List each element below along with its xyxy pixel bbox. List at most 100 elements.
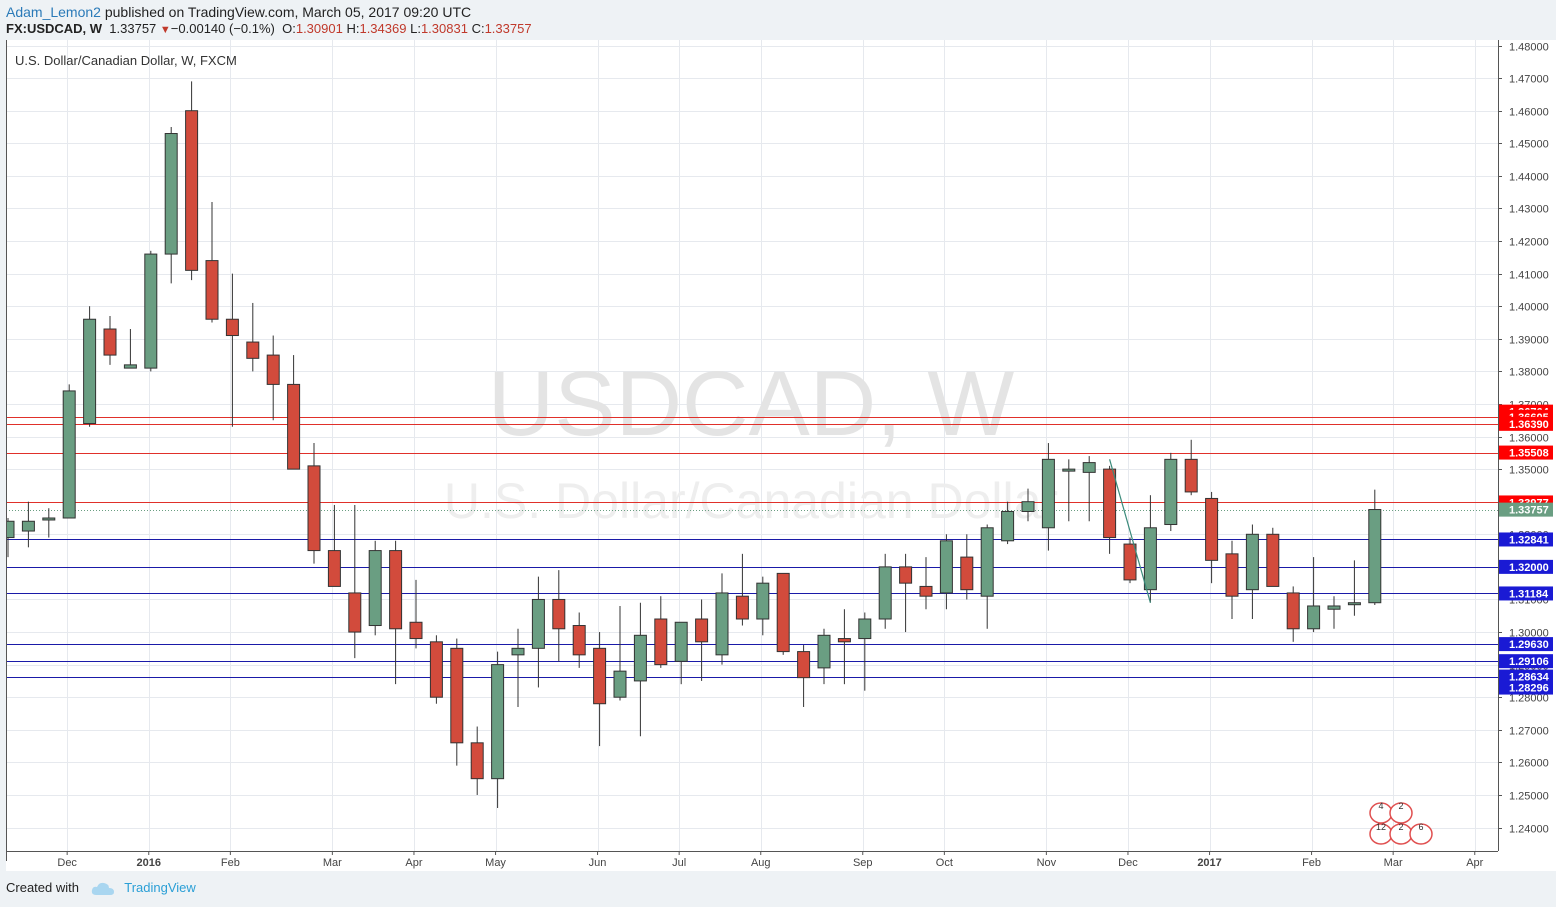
tradingview-cloud-icon bbox=[91, 882, 115, 896]
close-label: C: bbox=[471, 21, 485, 36]
candle-body bbox=[899, 566, 913, 584]
candlestick-chart[interactable]: USDCAD, W U.S. Dollar/Canadian Dollar 1.48… bbox=[6, 40, 1556, 871]
level-label: 1.33757 bbox=[1509, 505, 1549, 517]
price-tick-label: 1.26000 bbox=[1509, 758, 1549, 770]
candle-body bbox=[531, 598, 545, 649]
candle-body bbox=[389, 550, 403, 630]
candle-body bbox=[246, 341, 260, 359]
candle-up bbox=[1347, 560, 1361, 616]
level-label-bg bbox=[1499, 637, 1553, 652]
candle-body bbox=[756, 582, 770, 620]
time-tick-label: Jun bbox=[589, 857, 607, 869]
price-tick-label: 1.27000 bbox=[1509, 726, 1549, 738]
candle-body bbox=[1123, 543, 1137, 581]
quote-line: FX:USDCAD, W 1.33757 ▼−0.00140 (−0.1%) O… bbox=[6, 21, 532, 36]
chart-area[interactable]: USDCAD, W U.S. Dollar/Canadian Dollar 1.48… bbox=[6, 40, 1556, 871]
chart-header: Adam_Lemon2 published on TradingView.com… bbox=[0, 0, 1556, 40]
candle-body bbox=[409, 621, 423, 640]
time-tick-label: Apr bbox=[405, 857, 422, 869]
candle-down bbox=[572, 612, 586, 668]
price-tick-label: 1.45000 bbox=[1509, 139, 1549, 151]
price-tick-label: 1.44000 bbox=[1509, 172, 1549, 184]
candle-up bbox=[1082, 456, 1096, 522]
candle-body bbox=[1103, 468, 1117, 539]
candle-up bbox=[1143, 495, 1157, 603]
event-marker-count: 2 bbox=[1398, 801, 1403, 811]
time-tick-label: Mar bbox=[1384, 857, 1403, 869]
candle-down bbox=[348, 504, 362, 659]
candle-up bbox=[633, 602, 647, 737]
candle-body bbox=[144, 253, 158, 369]
candle-body bbox=[593, 647, 607, 705]
price-tick-label: 1.48000 bbox=[1509, 42, 1549, 54]
candle-up bbox=[164, 126, 178, 284]
level-label-bg bbox=[1499, 586, 1553, 601]
candle-down bbox=[327, 504, 341, 587]
candle-body bbox=[1327, 605, 1341, 610]
candle-up bbox=[531, 576, 545, 688]
candle-body bbox=[368, 550, 382, 627]
price-tick-label: 1.38000 bbox=[1509, 367, 1549, 379]
low-label: L: bbox=[410, 21, 421, 36]
candle-up bbox=[83, 306, 97, 427]
level-label-bg bbox=[1499, 502, 1553, 517]
time-tick-label: 2017 bbox=[1197, 857, 1221, 869]
candle-down bbox=[450, 638, 464, 766]
down-arrow-icon: ▼ bbox=[159, 24, 171, 36]
candle-body bbox=[878, 566, 892, 620]
watermark-name: U.S. Dollar/Canadian Dollar bbox=[444, 473, 1058, 529]
candle-down bbox=[246, 302, 260, 372]
open-label: O: bbox=[282, 21, 296, 36]
time-tick-label: Feb bbox=[1302, 857, 1321, 869]
candle-down bbox=[695, 599, 709, 681]
candle-body bbox=[837, 638, 851, 643]
candle-body bbox=[572, 625, 586, 656]
candle-body bbox=[287, 383, 301, 470]
candle-body bbox=[511, 647, 525, 656]
candle-body bbox=[21, 520, 35, 532]
candle-body bbox=[552, 598, 566, 630]
candle-up bbox=[511, 628, 525, 707]
candle-down bbox=[287, 355, 301, 470]
time-tick-label: Dec bbox=[57, 857, 77, 869]
candle-body bbox=[470, 742, 484, 780]
time-tick-label: Mar bbox=[323, 857, 342, 869]
candle-body bbox=[776, 572, 790, 653]
candle-body bbox=[225, 318, 239, 337]
close-value: 1.33757 bbox=[484, 21, 532, 36]
time-tick-label: 2016 bbox=[137, 857, 161, 869]
candle-down bbox=[225, 273, 239, 427]
chart-title: U.S. Dollar/Canadian Dollar, W, FXCM bbox=[15, 53, 237, 68]
candle-body bbox=[939, 540, 953, 594]
price-tick-label: 1.36000 bbox=[1509, 433, 1549, 445]
candle-up bbox=[878, 553, 892, 629]
candle-down bbox=[185, 81, 199, 281]
candle-up bbox=[674, 621, 688, 685]
time-tick-label: Feb bbox=[221, 857, 240, 869]
candle-body bbox=[1062, 468, 1076, 472]
candle-up bbox=[1021, 488, 1035, 522]
candle-body bbox=[1184, 458, 1198, 493]
level-label-bg bbox=[1499, 416, 1553, 431]
tradingview-brand[interactable]: TradingView bbox=[124, 880, 196, 895]
candle-body bbox=[491, 664, 505, 780]
level-label-bg bbox=[1499, 680, 1553, 695]
candle-down bbox=[205, 201, 219, 323]
candle-down bbox=[266, 335, 280, 421]
level-label: 1.28296 bbox=[1509, 683, 1549, 695]
candle-down bbox=[1225, 540, 1239, 620]
event-marker-count: 6 bbox=[1418, 822, 1423, 832]
candle-body bbox=[185, 110, 199, 271]
candle-down bbox=[919, 557, 933, 610]
author-link[interactable]: Adam_Lemon2 bbox=[6, 4, 101, 20]
level-label-bg bbox=[1499, 445, 1553, 460]
candle-body bbox=[1225, 553, 1239, 597]
candle-body bbox=[817, 634, 831, 669]
candle-body bbox=[613, 670, 627, 698]
open-value: 1.30901 bbox=[295, 21, 343, 36]
candle-up bbox=[6, 517, 15, 558]
chart-background bbox=[6, 40, 1556, 871]
candle-down bbox=[409, 579, 423, 649]
candle-up bbox=[817, 628, 831, 685]
level-label: 1.28634 bbox=[1509, 672, 1550, 684]
